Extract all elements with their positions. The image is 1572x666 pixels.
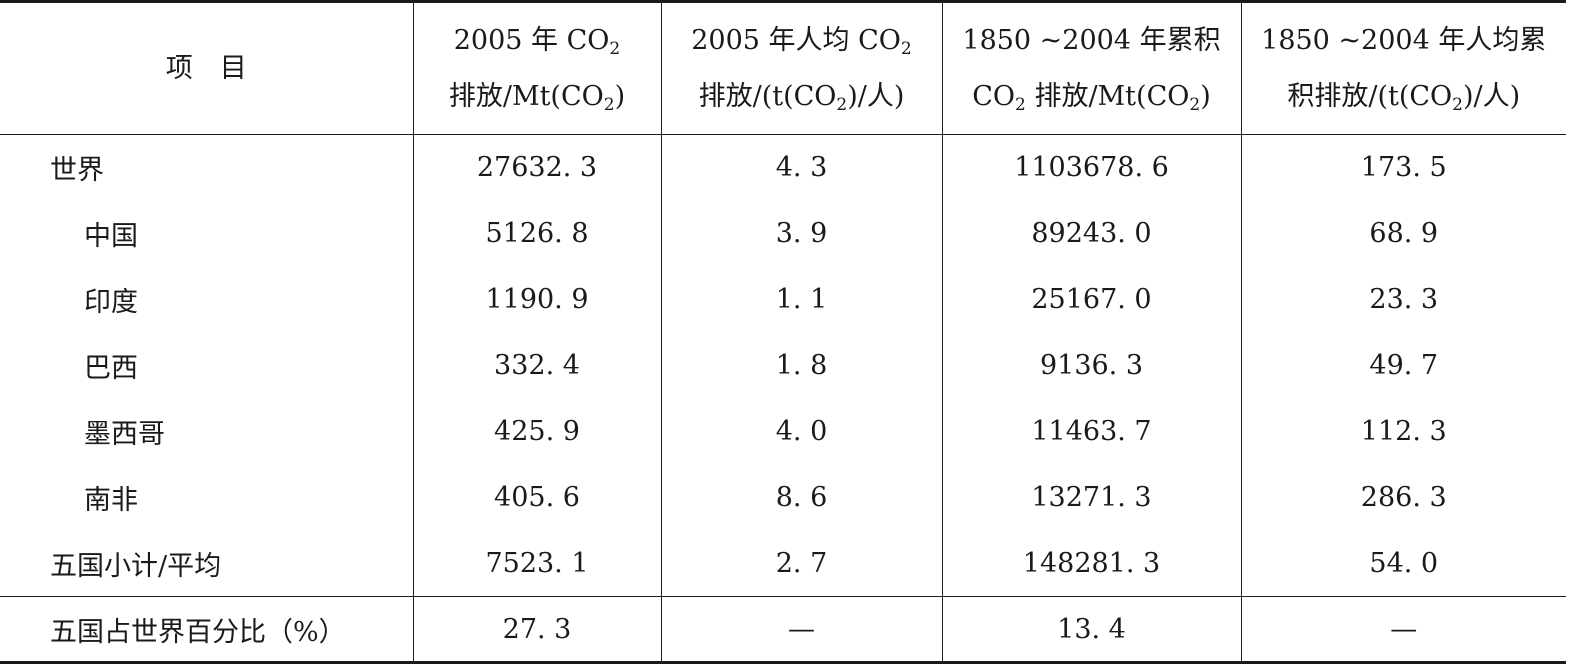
table-row-india: 印度 1190. 9 1. 1 25167. 0 23. 3: [0, 266, 1566, 333]
cell-2005-emissions: 27632. 3: [412, 134, 661, 201]
table-row-five-country-share: 五国占世界百分比（%） 27. 3 — 13. 4 —: [0, 596, 1566, 664]
header-text: 2005 年人均 CO: [691, 24, 901, 56]
cell-cumulative: 9136. 3: [941, 332, 1241, 399]
header-text: ): [614, 80, 626, 112]
cell-2005-per-capita: 4. 3: [660, 134, 942, 201]
header-2005-per-capita-co2: 2005 年人均 CO2 排放/(t(CO2)/人): [660, 0, 942, 135]
cell-2005-per-capita: 1. 8: [660, 332, 942, 399]
row-label: 墨西哥: [84, 419, 165, 450]
cell-cumulative: 148281. 3: [941, 530, 1241, 597]
header-text: 1850 ~2004 年人均累: [1261, 24, 1547, 56]
table-body: 世界 27632. 3 4. 3 1103678. 6 173. 5 中国 51…: [0, 134, 1566, 664]
subscript: 2: [1452, 94, 1463, 115]
header-2005-co2-emissions: 2005 年 CO2 排放/Mt(CO2): [412, 0, 661, 135]
cell-cumulative: 13271. 3: [941, 464, 1241, 531]
cell-cumulative-per-capita: 68. 9: [1240, 200, 1566, 267]
cell-2005-emissions: 27. 3: [412, 596, 661, 664]
row-label: 印度: [84, 287, 138, 318]
cell-cumulative-per-capita: 173. 5: [1240, 134, 1566, 201]
cell-cumulative: 25167. 0: [941, 266, 1241, 333]
cell-2005-emissions: 7523. 1: [412, 530, 661, 597]
subscript: 2: [1015, 94, 1026, 115]
cell-cumulative-per-capita: 54. 0: [1240, 530, 1566, 597]
table-row-south-africa: 南非 405. 6 8. 6 13271. 3 286. 3: [0, 464, 1566, 531]
table-row-world: 世界 27632. 3 4. 3 1103678. 6 173. 5: [0, 134, 1566, 201]
header-text: )/人): [1462, 80, 1521, 112]
cell-2005-emissions: 1190. 9: [412, 266, 661, 333]
header-text: 积排放/(t(CO: [1287, 80, 1453, 112]
cell-cumulative-per-capita: 23. 3: [1240, 266, 1566, 333]
cell-2005-per-capita: 2. 7: [660, 530, 942, 597]
cell-2005-per-capita: 3. 9: [660, 200, 942, 267]
header-text: 排放/(t(CO: [698, 80, 837, 112]
header-item: 项 目: [0, 0, 413, 135]
subscript: 2: [603, 94, 615, 115]
cell-2005-per-capita: 8. 6: [660, 464, 942, 531]
cell-cumulative: 89243. 0: [941, 200, 1241, 267]
header-text: ): [1200, 80, 1211, 112]
subscript: 2: [1189, 94, 1201, 115]
row-label: 世界: [50, 155, 104, 187]
cell-cumulative-per-capita: 49. 7: [1240, 332, 1566, 399]
row-label: 五国占世界百分比（%）: [0, 596, 413, 664]
header-text: 排放/Mt(CO: [1025, 80, 1190, 112]
cell-2005-per-capita: —: [660, 596, 942, 664]
cell-cumulative: 13. 4: [941, 596, 1241, 664]
subscript: 2: [836, 94, 848, 115]
header-cumulative-per-capita-co2: 1850 ~2004 年人均累 积排放/(t(CO2)/人): [1240, 0, 1566, 135]
cell-2005-per-capita: 1. 1: [660, 266, 942, 333]
row-label: 南非: [84, 485, 138, 516]
cell-cumulative-per-capita: —: [1240, 596, 1566, 664]
table-header: 项 目 2005 年 CO2 排放/Mt(CO2) 2005 年人均 CO2 排…: [0, 0, 1566, 135]
header-text: 2005 年 CO: [453, 24, 610, 56]
cell-cumulative-per-capita: 286. 3: [1240, 464, 1566, 531]
header-text: 1850 ~2004 年累积: [962, 24, 1221, 56]
row-label: 中国: [84, 221, 138, 252]
header-row: 项 目 2005 年 CO2 排放/Mt(CO2) 2005 年人均 CO2 排…: [0, 0, 1566, 135]
subscript: 2: [609, 38, 621, 59]
cell-cumulative: 11463. 7: [941, 398, 1241, 465]
cell-cumulative-per-capita: 112. 3: [1240, 398, 1566, 465]
cell-2005-emissions: 425. 9: [412, 398, 661, 465]
cell-2005-per-capita: 4. 0: [660, 398, 942, 465]
cell-cumulative: 1103678. 6: [941, 134, 1241, 201]
row-label: 五国小计/平均: [50, 550, 222, 582]
table-row-brazil: 巴西 332. 4 1. 8 9136. 3 49. 7: [0, 332, 1566, 399]
cell-2005-emissions: 405. 6: [412, 464, 661, 531]
header-text: CO: [972, 80, 1016, 112]
cell-2005-emissions: 5126. 8: [412, 200, 661, 267]
subscript: 2: [900, 38, 912, 59]
header-cumulative-co2: 1850 ~2004 年累积 CO2 排放/Mt(CO2): [941, 0, 1241, 135]
row-label: 巴西: [84, 353, 138, 384]
cell-2005-emissions: 332. 4: [412, 332, 661, 399]
table-row-china: 中国 5126. 8 3. 9 89243. 0 68. 9: [0, 200, 1566, 267]
header-text: )/人): [847, 80, 905, 112]
header-text: 排放/Mt(CO: [448, 80, 604, 112]
table-row-mexico: 墨西哥 425. 9 4. 0 11463. 7 112. 3: [0, 398, 1566, 465]
table-row-five-country-subtotal: 五国小计/平均 7523. 1 2. 7 148281. 3 54. 0: [0, 530, 1566, 597]
